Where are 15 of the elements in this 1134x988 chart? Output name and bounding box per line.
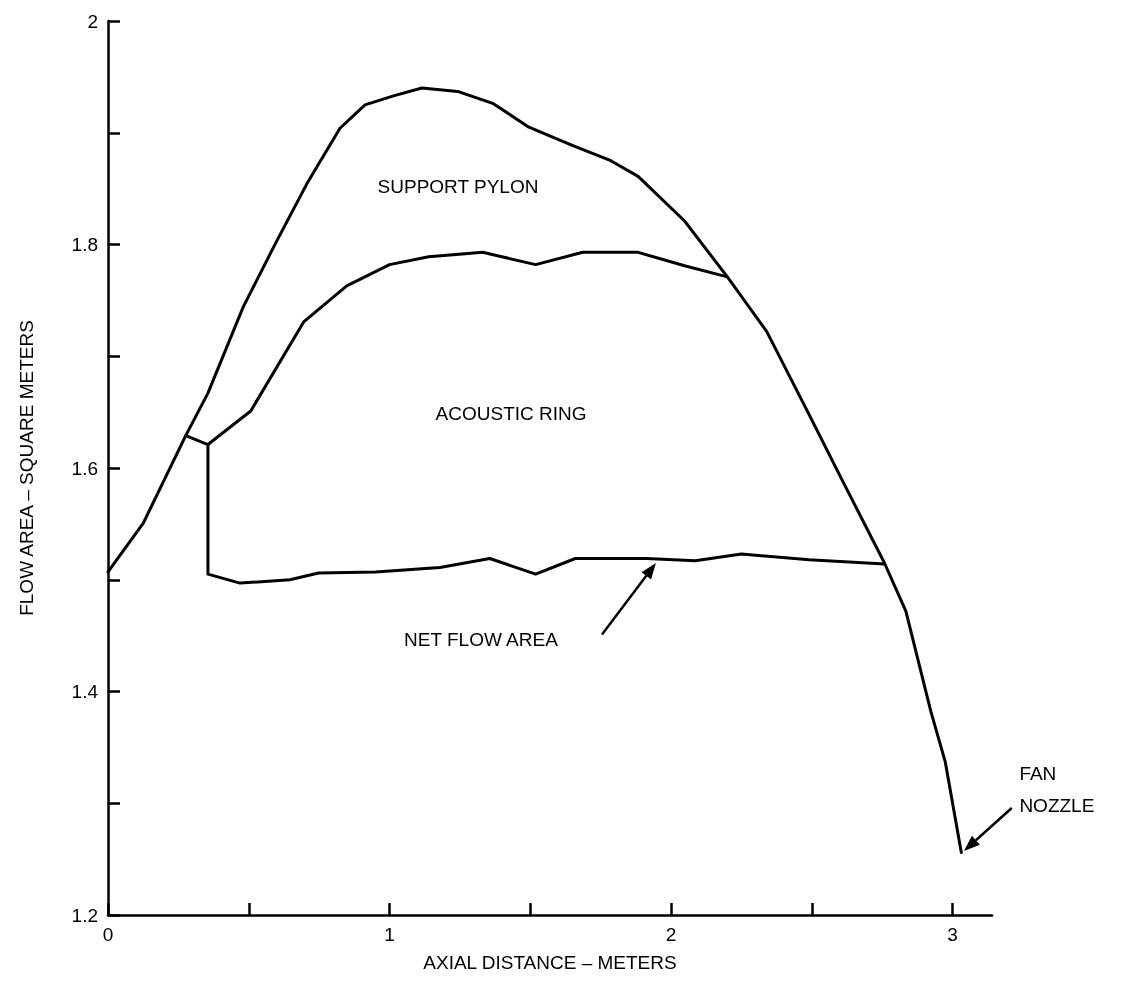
x-tick-label: 3 [947, 924, 958, 945]
y-tick-label: 1.2 [71, 904, 98, 926]
y-tick-label: 1.6 [71, 457, 98, 479]
y-tick-label: 2 [87, 10, 98, 32]
annotation: NET FLOW AREA [404, 627, 558, 652]
y-tick-label: 1.4 [71, 681, 99, 702]
y-tick-label: 1.8 [71, 234, 98, 255]
x-tick-label: 0 [102, 924, 114, 945]
x-axis-title: AXIAL DISTANCE – METERS [423, 952, 677, 973]
x-tick-label: 2 [665, 924, 677, 945]
x-tick-label: 1 [384, 924, 395, 945]
y-axis-title: FLOW AREA – SQUARE METERS [16, 320, 37, 616]
annotation: ACOUSTIC RING [435, 402, 587, 427]
text: FAN NOZZLE [1019, 761, 1096, 818]
annotation: SUPPORT PYLON [377, 175, 539, 200]
